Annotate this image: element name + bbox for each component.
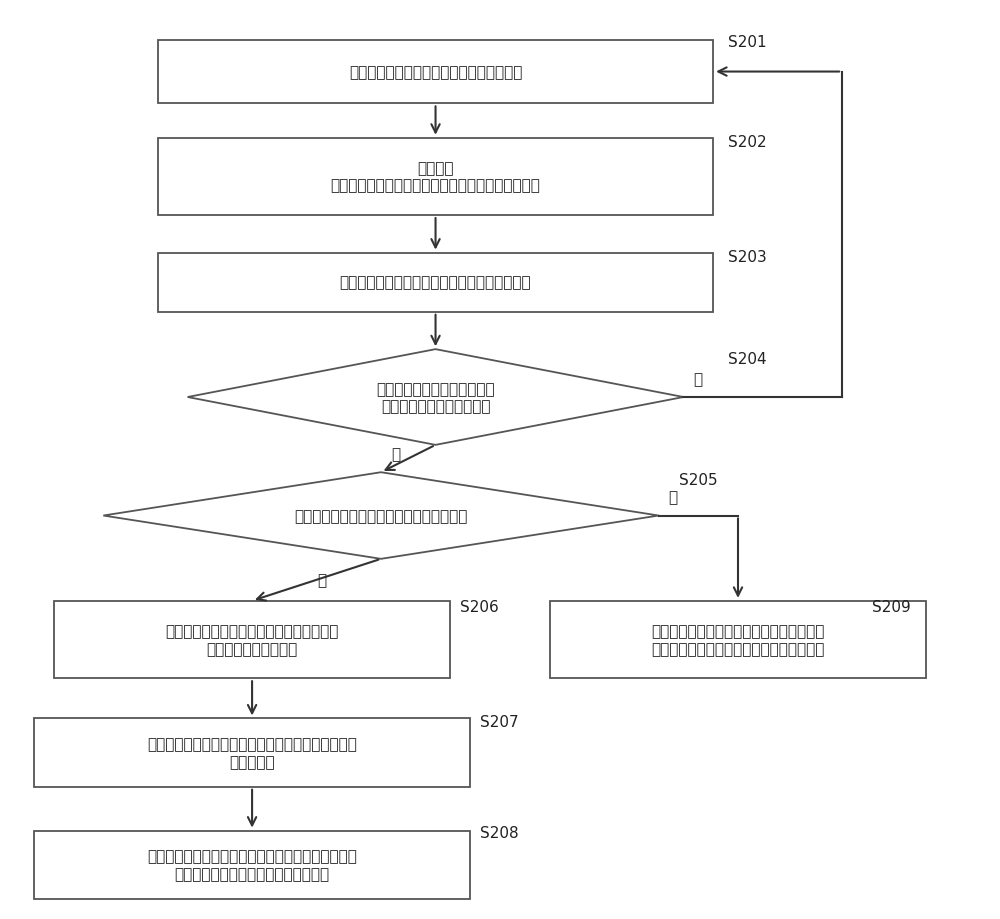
Text: S206: S206	[460, 599, 499, 615]
FancyBboxPatch shape	[34, 831, 470, 899]
Text: S202: S202	[728, 135, 767, 150]
Text: 电子设备将所述驱动电流值降低到所述第二
预设电流阈值，以对所述显示画面进行调整: 电子设备将所述驱动电流值降低到所述第二 预设电流阈值，以对所述显示画面进行调整	[651, 624, 825, 656]
Text: 电子设备检测所述显示面板的驱动电流信号: 电子设备检测所述显示面板的驱动电流信号	[349, 65, 522, 80]
Polygon shape	[103, 472, 659, 560]
Polygon shape	[188, 350, 683, 446]
FancyBboxPatch shape	[158, 139, 713, 216]
FancyBboxPatch shape	[550, 601, 926, 678]
Text: S201: S201	[728, 35, 767, 50]
Text: S203: S203	[728, 250, 767, 265]
Text: S208: S208	[480, 825, 519, 840]
Text: 是: 是	[391, 447, 400, 462]
Text: 电子设备
对所述驱动电流信号进行模数转换，得到转换后信号: 电子设备 对所述驱动电流信号进行模数转换，得到转换后信号	[331, 161, 540, 193]
Text: 否: 否	[693, 371, 703, 387]
Text: 否: 否	[669, 490, 678, 505]
Text: S205: S205	[679, 472, 717, 487]
Text: S204: S204	[728, 352, 767, 367]
Text: 电子设备根据所述驱动电流值与第二电流阈
值，确定电流调整区间: 电子设备根据所述驱动电流值与第二电流阈 值，确定电流调整区间	[165, 624, 339, 656]
Text: 电子设备从所述转换后信号中提取出驱动电流值: 电子设备从所述转换后信号中提取出驱动电流值	[340, 276, 531, 290]
FancyBboxPatch shape	[54, 601, 450, 678]
Text: 电子设备判断所述驱动电流值
是否超过第一预设电流阈值: 电子设备判断所述驱动电流值 是否超过第一预设电流阈值	[376, 381, 495, 414]
Text: 是: 是	[317, 573, 326, 587]
Text: 电子设备根据所述电流调整区间和预设调整次数确定
电流梯度值: 电子设备根据所述电流调整区间和预设调整次数确定 电流梯度值	[147, 736, 357, 769]
FancyBboxPatch shape	[158, 40, 713, 105]
Text: 电子设备判断所述显示画面是否为静态画面: 电子设备判断所述显示画面是否为静态画面	[294, 508, 468, 524]
FancyBboxPatch shape	[34, 719, 470, 787]
FancyBboxPatch shape	[158, 254, 713, 312]
Text: S207: S207	[480, 714, 519, 730]
Text: 电子设备根据所述电流梯度值和预设调整次数减小所
述驱动电流值到所述第二预设电流阈值: 电子设备根据所述电流梯度值和预设调整次数减小所 述驱动电流值到所述第二预设电流阈…	[147, 848, 357, 881]
Text: S209: S209	[872, 599, 911, 615]
